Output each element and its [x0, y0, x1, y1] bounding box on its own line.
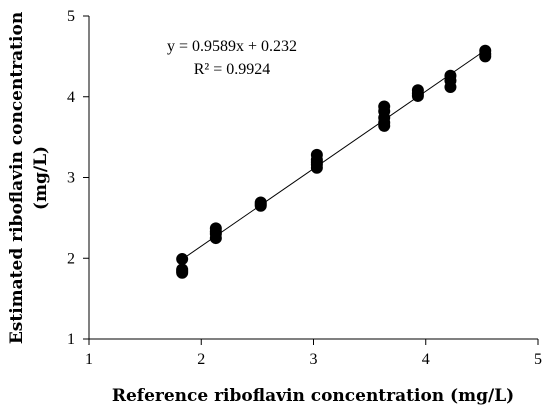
x-tick-label: 5 — [534, 351, 542, 368]
r-squared: R² = 0.9924 — [194, 61, 271, 78]
data-point — [176, 265, 189, 278]
x-axis-title: Reference riboflavin concentration (mg/L… — [112, 386, 514, 406]
data-points — [176, 44, 492, 279]
data-point — [411, 89, 424, 102]
y-tick-label: 1 — [67, 331, 75, 348]
x-tick-label: 3 — [310, 351, 318, 368]
data-point — [209, 225, 222, 238]
x-tick-label: 2 — [197, 351, 205, 368]
regression-equation: y = 0.9589x + 0.232 — [167, 38, 297, 55]
data-point — [479, 50, 492, 63]
x-tick-label: 4 — [422, 351, 430, 368]
y-tick-label: 5 — [67, 8, 75, 25]
x-tick-label: 1 — [85, 351, 93, 368]
trendline-segment — [181, 49, 486, 260]
y-tick-label: 4 — [67, 89, 75, 106]
y-tick-label: 3 — [67, 170, 75, 187]
data-point — [176, 253, 189, 266]
trendline — [181, 49, 486, 260]
y-axis-title-line2: (mg/L) — [31, 146, 51, 210]
axis-ticks: 1 2 3 4 5 1 2 3 4 5 — [67, 8, 542, 368]
data-point — [254, 198, 267, 211]
data-point — [378, 119, 391, 132]
data-point — [310, 156, 323, 169]
y-tick-label: 2 — [67, 250, 75, 267]
y-axis-title-line1: Estimated riboflavin concentration — [7, 12, 27, 344]
data-point — [444, 81, 457, 94]
